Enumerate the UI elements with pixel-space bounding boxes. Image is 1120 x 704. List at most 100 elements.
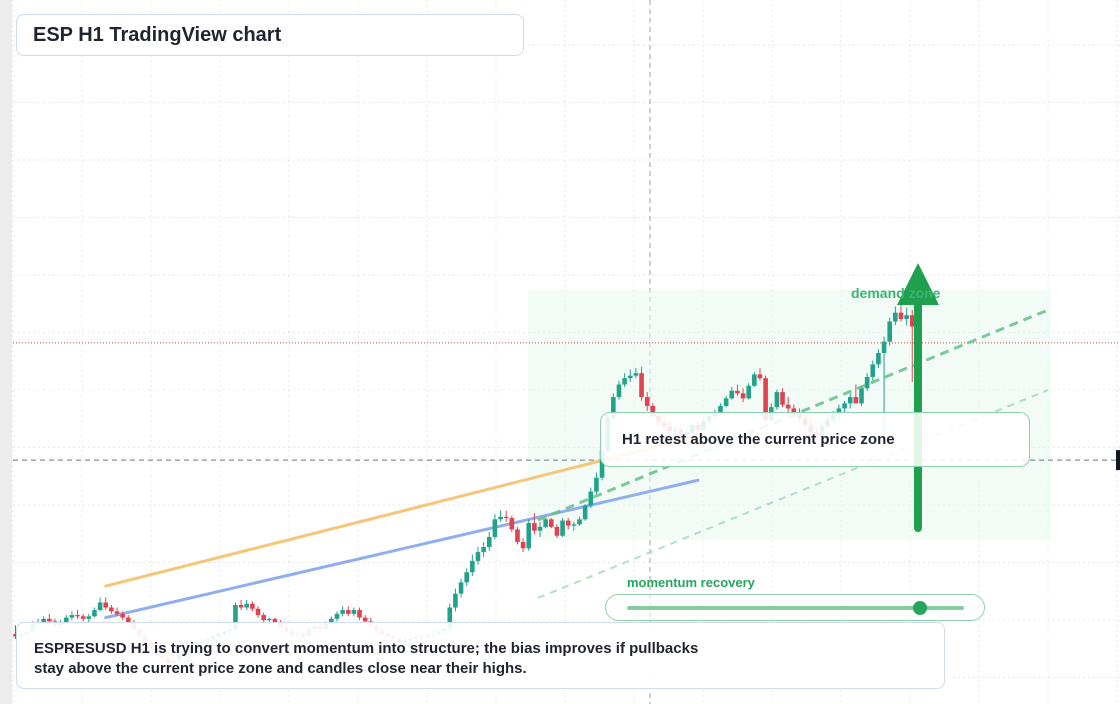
retest-text: H1 retest above the current price zone	[622, 431, 895, 448]
candle-body	[126, 617, 131, 623]
candle-bullish	[752, 371, 757, 388]
candle-body	[571, 524, 577, 526]
candle-bullish	[870, 360, 876, 381]
candle-bearish	[853, 384, 859, 404]
candle-body	[893, 312, 898, 322]
candle-body	[340, 610, 345, 614]
candle-body	[515, 529, 520, 542]
candle-bullish	[876, 349, 881, 369]
candle-body	[735, 390, 740, 394]
candle-bearish	[114, 607, 120, 617]
candle-body	[481, 547, 486, 553]
candle-body	[627, 375, 633, 379]
candle-bearish	[565, 518, 571, 530]
candle-body	[565, 520, 571, 526]
candle-bullish	[847, 393, 853, 409]
candle-bearish	[532, 513, 537, 535]
candle-body	[791, 408, 797, 414]
momentum-slider[interactable]	[605, 594, 985, 621]
candle-body	[532, 523, 537, 531]
candle-bearish	[639, 366, 644, 401]
candle-bullish	[464, 568, 469, 587]
candle-body	[836, 408, 842, 414]
candle-body	[577, 519, 582, 525]
candle-body	[458, 582, 464, 594]
candle-bullish	[340, 606, 345, 617]
candle-body	[69, 615, 75, 618]
candle-body	[757, 374, 763, 379]
candle-body	[92, 610, 97, 617]
candle-bullish	[492, 514, 498, 540]
candle-bullish	[458, 578, 464, 598]
candle-body	[763, 378, 768, 420]
candle-body	[909, 315, 915, 327]
candle-body	[103, 602, 109, 608]
candle-bullish	[746, 383, 751, 400]
candle-body	[334, 613, 340, 619]
candle-body	[599, 451, 605, 478]
candle-body	[244, 603, 250, 608]
candle-bullish	[526, 519, 532, 551]
candle-body	[616, 384, 622, 398]
candle-bearish	[357, 607, 362, 621]
candle-body	[740, 393, 746, 399]
candle-body	[75, 615, 80, 617]
candle-bullish	[97, 597, 103, 612]
candle-body	[464, 572, 469, 583]
candle-bullish	[622, 373, 627, 388]
candle-body	[729, 390, 735, 399]
candle-bullish	[842, 400, 847, 414]
upper-trend-line	[104, 434, 700, 588]
candle-body	[233, 605, 238, 629]
candle-body	[41, 618, 46, 623]
candle-body	[255, 608, 261, 616]
momentum-label: momentum recovery	[627, 575, 755, 590]
candle-body	[864, 376, 870, 389]
candle-body	[362, 617, 368, 622]
candle-body	[898, 312, 904, 319]
candle-body	[622, 378, 627, 385]
candle-bullish	[627, 369, 633, 382]
candle-bullish	[577, 516, 582, 526]
candle-bullish	[729, 387, 735, 400]
candle-body	[611, 397, 616, 418]
momentum-knob[interactable]	[913, 601, 928, 615]
candle-body	[639, 373, 644, 398]
candle-body	[876, 353, 881, 365]
candle-bearish	[80, 613, 86, 622]
candle-body	[470, 560, 475, 573]
candle-body	[650, 405, 656, 416]
candle-bullish	[481, 542, 486, 558]
candle-body	[97, 602, 103, 611]
candle-bullish	[470, 554, 475, 577]
momentum-bar	[627, 606, 964, 610]
trend-lines[interactable]	[104, 434, 700, 620]
candle-body	[47, 618, 52, 622]
candle-body	[526, 523, 532, 549]
candle-body	[120, 613, 125, 618]
candle-bullish	[486, 531, 492, 551]
candle-body	[785, 404, 791, 409]
candle-bearish	[644, 392, 650, 411]
candle-bearish	[757, 368, 763, 381]
candle-bearish	[780, 388, 785, 408]
candle-body	[881, 341, 887, 353]
candle-bullish	[475, 547, 481, 565]
candle-body	[114, 611, 120, 614]
candle-body	[109, 607, 114, 612]
candle-body	[718, 405, 723, 413]
summary-line-1: ESPRESUSD H1 is trying to convert moment…	[34, 640, 699, 657]
candle-bearish	[554, 524, 560, 539]
candle-body	[453, 593, 458, 608]
price-axis-marker	[1116, 450, 1120, 471]
candle-bullish	[774, 389, 780, 410]
candle-bearish	[103, 597, 109, 611]
candle-body	[582, 505, 588, 520]
candle-body	[261, 615, 266, 621]
candle-bullish	[537, 521, 543, 537]
candle-body	[842, 403, 847, 409]
candle-body	[644, 397, 650, 406]
candle-body	[904, 315, 909, 319]
summary-line-2: stay above the current price zone and ca…	[34, 660, 527, 677]
candle-body	[520, 542, 526, 549]
